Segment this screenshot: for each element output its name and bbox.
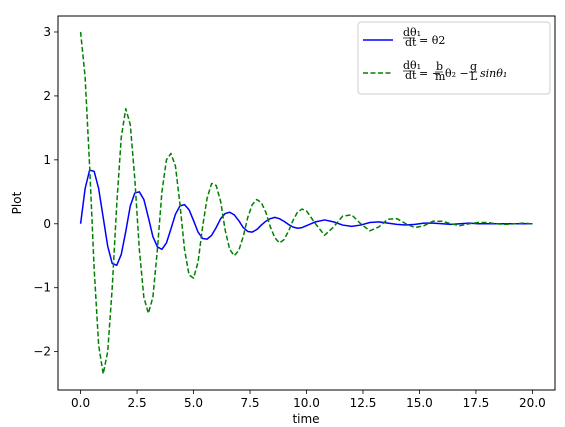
svg-text:dθ₁: dθ₁: [403, 26, 421, 39]
legend-label-series-1: dθ₁ dt = θ2: [403, 26, 445, 49]
x-tick-label: 20.0: [519, 396, 546, 410]
legend: dθ₁ dt = θ2 dθ₁ dt = − b m θ₂ − g L sinθ…: [357, 21, 551, 95]
svg-text:b: b: [436, 60, 443, 73]
legend-label-series-2: dθ₁ dt = − b m θ₂ − g L sinθ₁: [403, 59, 507, 83]
svg-text:dt: dt: [405, 36, 417, 49]
series-layer: [79, 31, 533, 375]
svg-text:dt: dt: [405, 69, 417, 82]
x-tick-label: 5.0: [184, 396, 203, 410]
series-line-1: [79, 169, 533, 267]
svg-text:dθ₁: dθ₁: [403, 59, 421, 72]
svg-text:= −: = −: [419, 67, 441, 80]
y-tick-label: 3: [43, 25, 51, 39]
y-axis-ticks: −2 −1 0 1 2 3: [33, 25, 58, 359]
svg-text:= θ2: = θ2: [419, 34, 445, 47]
y-axis-label: Plot: [10, 191, 24, 214]
svg-text:m: m: [435, 70, 446, 83]
y-tick-label: 1: [43, 153, 51, 167]
svg-text:θ₂ −: θ₂ −: [445, 67, 469, 80]
y-tick-label: 0: [43, 217, 51, 231]
legend-box: [357, 21, 551, 95]
svg-text:g: g: [470, 60, 477, 73]
x-tick-label: 0.0: [71, 396, 90, 410]
x-axis-label: time: [292, 412, 319, 426]
y-tick-label: 2: [43, 89, 51, 103]
y-tick-label: −1: [33, 281, 51, 295]
x-tick-label: 7.5: [240, 396, 259, 410]
svg-text:sinθ₁: sinθ₁: [480, 67, 507, 80]
x-tick-label: 2.5: [128, 396, 147, 410]
x-tick-label: 10.0: [293, 396, 320, 410]
x-axis-ticks: 0.0 2.5 5.0 7.5 10.0 12.5 15.0 17.5 20.0: [71, 390, 546, 410]
svg-text:L: L: [470, 70, 478, 83]
y-tick-label: −2: [33, 345, 51, 359]
x-tick-label: 17.5: [463, 396, 490, 410]
x-tick-label: 15.0: [406, 396, 433, 410]
series-line-2: [79, 31, 533, 375]
x-tick-label: 12.5: [350, 396, 377, 410]
